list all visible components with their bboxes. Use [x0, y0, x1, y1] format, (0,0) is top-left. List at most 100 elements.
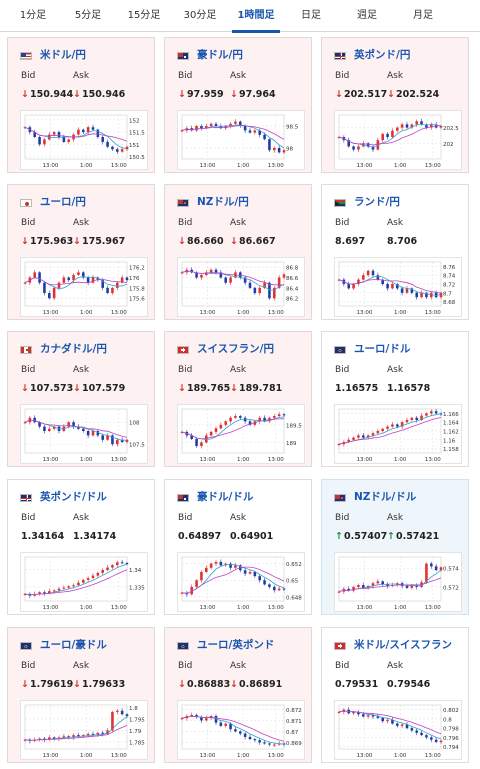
- price-chart[interactable]: 0.872 0.871 0.87 0.869 13:00 1:00 13:00: [177, 700, 305, 760]
- price-chart[interactable]: 152 151.5 151 150.5 13:00 1:00 13:00: [20, 110, 148, 170]
- rate-card[interactable]: 英ポンド/ドル Bid Ask 1.34164 1.34174 1.34 1.335 13:0…: [7, 479, 155, 615]
- x-tick-label: 1:00: [80, 605, 93, 611]
- bid-label: Bid: [335, 365, 350, 375]
- y-tick-label: 1.795: [129, 717, 145, 723]
- candle-body: [277, 414, 281, 417]
- candle-body: [86, 127, 90, 133]
- rate-card[interactable]: ユーロ/ドル Bid Ask 1.16575 1.16578 1.166 1.164 1.16…: [321, 331, 469, 467]
- pair-link[interactable]: NZドル/円: [197, 196, 249, 208]
- price-chart[interactable]: 1.34 1.335 13:00 1:00 13:00: [20, 552, 148, 612]
- x-tick-label: 13:00: [268, 605, 284, 611]
- pair-link[interactable]: 豪ドル/ドル: [197, 491, 254, 503]
- pair-link[interactable]: 豪ドル/円: [197, 49, 243, 61]
- candle-body: [371, 270, 375, 276]
- pair-link[interactable]: 英ポンド/円: [354, 49, 411, 61]
- rate-card[interactable]: 米ドル/スイスフラン Bid Ask 0.79531 0.79546 0.802 0.8 0.…: [321, 627, 469, 763]
- candle-body: [391, 130, 394, 137]
- rate-card[interactable]: 英ポンド/円 Bid Ask ↓202.517 ↓202.524 202.5 202 13:0…: [321, 37, 469, 173]
- candle-body: [190, 435, 193, 439]
- candle-body: [180, 431, 184, 433]
- price-chart[interactable]: 108 107.5 13:00 1:00 13:00: [20, 404, 148, 464]
- tab-2[interactable]: 5分足: [74, 10, 102, 21]
- candle-body: [391, 424, 394, 427]
- price-chart[interactable]: 189.5 189 13:00 1:00 13:00: [177, 404, 305, 464]
- candle-body: [263, 282, 266, 288]
- ask-value: ↓175.967: [73, 236, 125, 247]
- rate-card[interactable]: カナダドル/円 Bid Ask ↓107.573 ↓107.579 108 107.5 13:…: [7, 331, 155, 467]
- rate-card[interactable]: スイスフラン/円 Bid Ask ↓189.765 ↓189.781 189.5 189 13…: [164, 331, 312, 467]
- tab-7[interactable]: 週足: [357, 10, 377, 21]
- bid-value: ↓189.765: [178, 383, 230, 394]
- price-chart[interactable]: 176.2 176 175.8 175.6 13:00 1:00 13:00: [20, 257, 148, 317]
- price-chart[interactable]: 0.652 0.65 0.648 13:00 1:00 13:00: [177, 552, 305, 612]
- y-tick-label: 1.79: [129, 729, 142, 735]
- candle-body: [366, 435, 370, 438]
- pair-link[interactable]: ユーロ/ドル: [354, 343, 411, 355]
- moving-average-line: [24, 725, 128, 741]
- candle-body: [253, 739, 257, 741]
- price-chart[interactable]: 0.802 0.8 0.798 0.796 0.794 13:00 1:00 13:00: [334, 700, 462, 760]
- bid-price: 1.16575: [335, 383, 379, 394]
- price-chart[interactable]: 1.166 1.164 1.162 1.16 1.158 13:00 1:00 13:00: [334, 404, 462, 464]
- candle-body: [234, 729, 237, 732]
- bid-label: Bid: [178, 218, 193, 228]
- candle-body: [434, 566, 438, 571]
- candle-body: [23, 127, 27, 129]
- rate-card[interactable]: 豪ドル/ドル Bid Ask 0.64897 0.64901 0.652 0.65 0.648…: [164, 479, 312, 615]
- price-chart[interactable]: 0.574 0.572 13:00 1:00 13:00: [334, 552, 462, 612]
- rate-card[interactable]: ユーロ/豪ドル Bid Ask ↓1.79619 ↓1.79633 1.8 1.795 1.7…: [7, 627, 155, 763]
- pair-link[interactable]: ユーロ/円: [40, 196, 86, 208]
- candle-body: [268, 139, 271, 151]
- tab-8[interactable]: 月足: [413, 10, 433, 21]
- tab-5[interactable]: 1時間足: [228, 0, 284, 33]
- pair-link[interactable]: ユーロ/豪ドル: [40, 639, 107, 651]
- candle-body: [200, 274, 203, 278]
- pair-link[interactable]: スイスフラン/円: [197, 343, 275, 355]
- bid-label: Bid: [178, 71, 193, 81]
- price-chart[interactable]: 202.5 202 13:00 1:00 13:00: [334, 110, 462, 170]
- pair-link[interactable]: 米ドル/スイスフラン: [354, 639, 453, 651]
- tab-4[interactable]: 30分足: [183, 10, 217, 21]
- ask-label: Ask: [73, 513, 90, 523]
- tab-1[interactable]: 1分足: [19, 10, 47, 21]
- x-tick-label: 13:00: [43, 163, 59, 169]
- pair-link[interactable]: ユーロ/英ポンド: [197, 639, 275, 651]
- rate-card[interactable]: NZドル/ドル Bid Ask ↑0.57407 ↑0.57421 0.574 0.572 1…: [321, 479, 469, 615]
- price-chart[interactable]: 86.8 86.6 86.4 86.2 13:00 1:00 13:00: [177, 257, 305, 317]
- price-chart[interactable]: 1.8 1.795 1.79 1.785 13:00 1:00 13:00: [20, 700, 148, 760]
- candle-body: [67, 422, 70, 427]
- price-chart[interactable]: 8.76 8.74 8.72 8.7 8.68 13:00 1:00 13:00: [334, 257, 462, 317]
- candle-body: [86, 578, 90, 580]
- candle-body: [362, 275, 365, 280]
- candle-body: [391, 284, 394, 289]
- candle-body: [180, 718, 184, 720]
- rate-card[interactable]: ユーロ/英ポンド Bid Ask ↓0.86883 ↓0.86891 0.872 0.871…: [164, 627, 312, 763]
- pair-link[interactable]: 米ドル/円: [40, 49, 86, 61]
- price-chart[interactable]: 98.5 98 13:00 1:00 13:00: [177, 110, 305, 170]
- x-tick-label: 1:00: [80, 457, 93, 463]
- candle-body: [337, 279, 341, 281]
- pair-link[interactable]: NZドル/ドル: [354, 491, 417, 503]
- candle-body: [420, 121, 423, 125]
- rate-card[interactable]: NZドル/円 Bid Ask ↓86.660 ↓86.667 86.8 86.6 86.4 86…: [164, 184, 312, 320]
- rate-card[interactable]: 米ドル/円 Bid Ask ↓150.944 ↓150.946 152 151.5 151 15…: [7, 37, 155, 173]
- tab-6[interactable]: 日足: [301, 10, 321, 21]
- x-tick-label: 13:00: [200, 163, 216, 169]
- pair-link[interactable]: カナダドル/円: [40, 343, 107, 355]
- pair-link[interactable]: ランド/円: [354, 196, 400, 208]
- arrow-down-icon: ↓: [178, 383, 186, 394]
- rate-card[interactable]: ランド/円 Bid Ask 8.697 8.706 8.76 8.74 8.72 8.7 8.68…: [321, 184, 469, 320]
- rate-card[interactable]: ユーロ/円 Bid Ask ↓175.963 ↓175.967 176.2 176 175.8…: [7, 184, 155, 320]
- candle-body: [91, 431, 95, 436]
- candle-body: [43, 139, 46, 145]
- candle-body: [277, 588, 281, 591]
- candle-body: [120, 439, 124, 442]
- candle-body: [23, 593, 27, 595]
- rate-card[interactable]: 豪ドル/円 Bid Ask ↓97.959 ↓97.964 98.5 98 13:00 1:00…: [164, 37, 312, 173]
- pair-link[interactable]: 英ポンド/ドル: [40, 491, 107, 503]
- tab-3[interactable]: 15分足: [127, 10, 161, 21]
- bid-value: ↓202.517: [335, 89, 387, 100]
- candle-body: [239, 416, 242, 418]
- candle-body: [116, 282, 119, 288]
